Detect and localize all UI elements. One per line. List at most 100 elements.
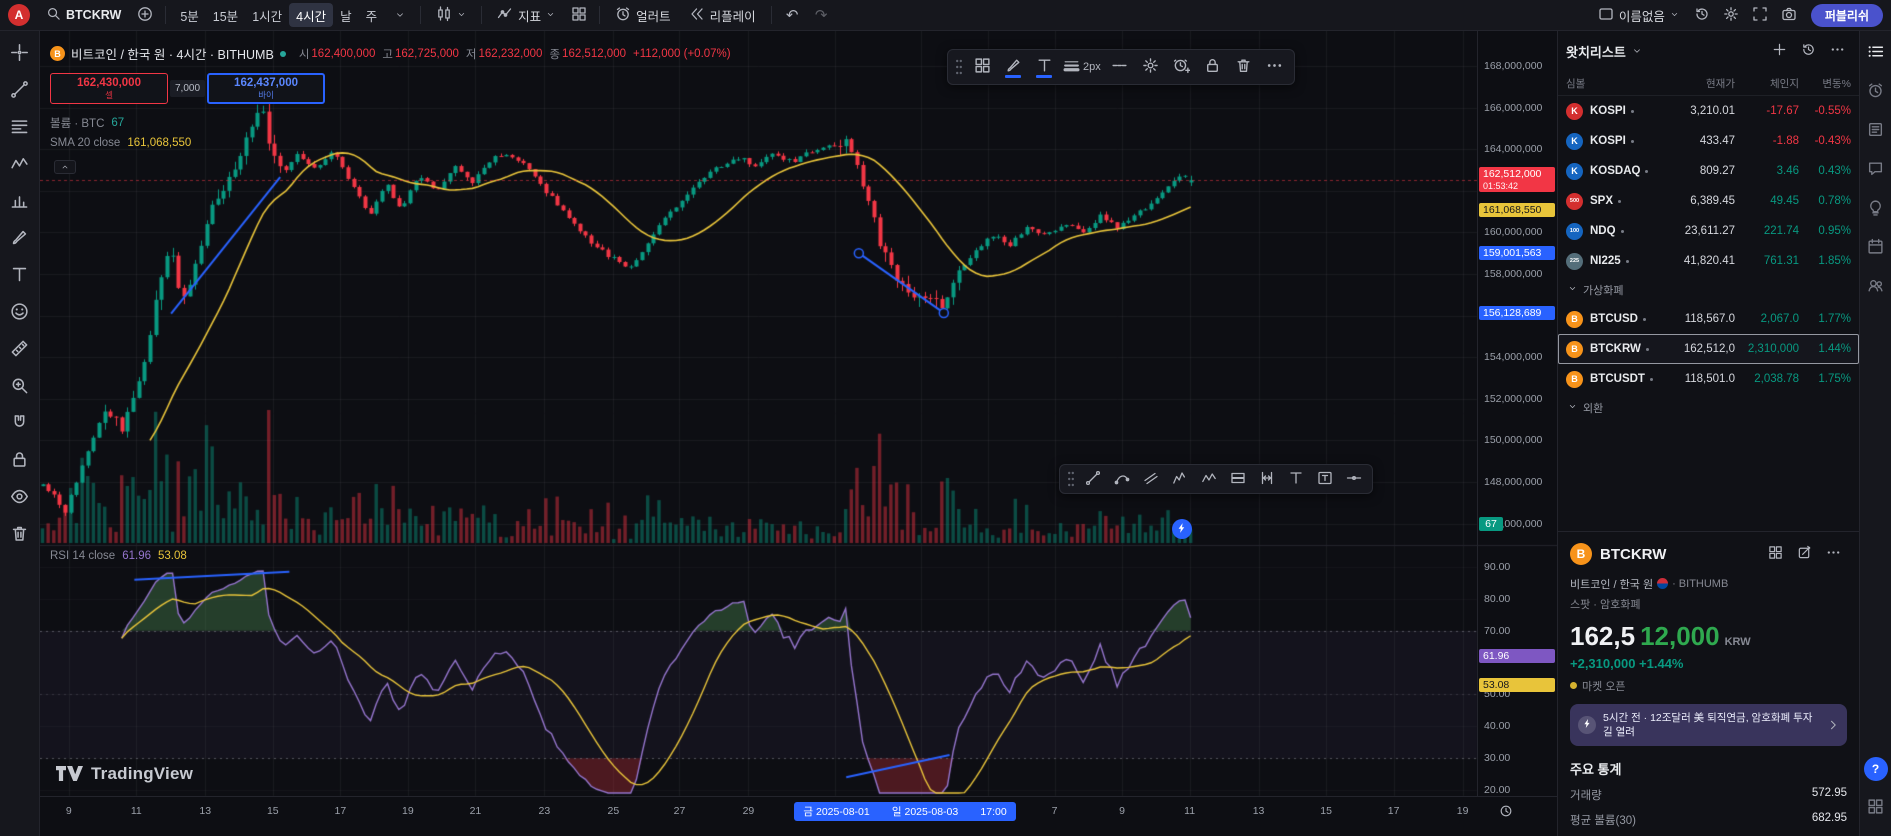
snapshot-button[interactable]: [1776, 3, 1803, 28]
line-style-button[interactable]: [1105, 53, 1135, 81]
buy-button[interactable]: 162,437,000 바이: [207, 73, 326, 104]
watchlist-tab[interactable]: [1864, 41, 1888, 65]
parallel-channel-button[interactable]: [1137, 467, 1165, 491]
watchlist-title-button[interactable]: 왓치리스트: [1566, 42, 1642, 61]
ideas-tab[interactable]: [1864, 197, 1888, 221]
tradingview-logo[interactable]: TradingView: [56, 764, 193, 784]
watchlist-row-BTCUSDT[interactable]: B BTCUSDT 118,501.0 2,038.78 1.75%: [1558, 364, 1859, 394]
text-color-button[interactable]: [1029, 53, 1059, 81]
line-width-button[interactable]: 2px: [1060, 53, 1104, 81]
curve-button[interactable]: [1108, 467, 1136, 491]
price-axis[interactable]: 168,000,000 166,000,000 164,000,000 160,000…: [1477, 31, 1557, 796]
lightning-boost-button[interactable]: [1172, 519, 1192, 539]
interval-dropdown-button[interactable]: [386, 3, 413, 28]
watchlist-row-SPX[interactable]: 500 SPX 6,389.45 49.45 0.78%: [1558, 186, 1859, 216]
calendar-tab[interactable]: [1864, 236, 1888, 260]
symbol-legend[interactable]: B 비트코인 / 한국 원 · 4시간 · BITHUMB 시 162,400,0…: [50, 44, 731, 63]
add-symbol-button[interactable]: [1766, 39, 1793, 64]
add-alert-button[interactable]: [1167, 53, 1197, 81]
remove-all-drawings-button[interactable]: [5, 520, 35, 550]
alert-button[interactable]: 얼러트: [607, 3, 679, 28]
compare-add-button[interactable]: [131, 3, 158, 28]
timezone-clock-button[interactable]: [1499, 804, 1513, 821]
lock-drawing-button[interactable]: [1198, 53, 1228, 81]
watchlist-row-BTCUSD[interactable]: B BTCUSD 118,567.0 2,067.0 1.77%: [1558, 304, 1859, 334]
fullscreen-button[interactable]: [1747, 3, 1774, 28]
chat-tab[interactable]: [1864, 158, 1888, 182]
drag-handle[interactable]: [1064, 470, 1078, 488]
redo-button[interactable]: ↷: [808, 3, 835, 28]
forecast-tool-button[interactable]: [5, 187, 35, 217]
zoom-tool-button[interactable]: [5, 372, 35, 402]
xabcd-pattern-button[interactable]: [1195, 467, 1223, 491]
time-axis[interactable]: 9 11 13 15 17 19 21 23 25 27 29 7 9 11 13 15 17 19 금 2025-…: [40, 796, 1557, 836]
date-range-button[interactable]: [1253, 467, 1281, 491]
long-position-button[interactable]: [1224, 467, 1252, 491]
watchlist-section-외환[interactable]: 외환: [1558, 394, 1859, 422]
layout-select-button[interactable]: 이름없음: [1590, 3, 1687, 28]
watchlist-section-가상화폐[interactable]: 가상화폐: [1558, 276, 1859, 304]
undo-button[interactable]: ↶: [779, 3, 806, 28]
interval-1h-button[interactable]: 1시간: [245, 3, 289, 27]
publish-button[interactable]: 퍼블리쉬: [1810, 3, 1883, 27]
watchlist-history-button[interactable]: [1795, 39, 1822, 64]
elliott-impulse-button[interactable]: [1166, 467, 1194, 491]
symbol-search-button[interactable]: BTCKRW: [38, 3, 129, 28]
settings-button[interactable]: [1718, 3, 1745, 28]
watchlist-more-button[interactable]: [1824, 39, 1851, 64]
indicator-templates-button[interactable]: [565, 3, 592, 28]
crosshair-tool-button[interactable]: [5, 39, 35, 69]
interval-4h-button[interactable]: 4시간: [289, 3, 334, 27]
measure-tool-button[interactable]: [5, 335, 35, 365]
watchlist-row-KOSPI[interactable]: K KOSPI 433.47 -1.88 -0.43%: [1558, 126, 1859, 156]
hide-all-drawings-button[interactable]: [5, 483, 35, 513]
apps-button[interactable]: [1864, 796, 1888, 820]
watchlist-row-NI225[interactable]: 225 NI225 41,820.41 761.31 1.85%: [1558, 246, 1859, 276]
watchlist-row-NDQ[interactable]: 100 NDQ 23,611.27 221.74 0.95%: [1558, 216, 1859, 246]
text-tool-button[interactable]: [5, 261, 35, 291]
quick-search-button[interactable]: [1689, 3, 1716, 28]
drawing-settings-button[interactable]: [1136, 53, 1166, 81]
volume-legend[interactable]: 볼륨 · BTC 67: [50, 117, 125, 130]
pattern-tool-button[interactable]: [5, 150, 35, 180]
interval-1d-button[interactable]: 날: [333, 3, 359, 27]
line-color-button[interactable]: [998, 53, 1028, 81]
fib-retracement-tool-button[interactable]: [5, 113, 35, 143]
user-avatar[interactable]: A: [8, 4, 30, 26]
magnet-mode-button[interactable]: [5, 409, 35, 439]
interval-15m-button[interactable]: 15분: [206, 3, 245, 27]
candlestick-chart-canvas[interactable]: [40, 31, 1557, 836]
chart-type-button[interactable]: [428, 3, 474, 28]
sell-button[interactable]: 162,430,000 셀: [50, 73, 168, 104]
indicators-button[interactable]: 지표: [489, 3, 563, 28]
delete-drawing-button[interactable]: [1229, 53, 1259, 81]
emoji-tool-button[interactable]: [5, 298, 35, 328]
replay-button[interactable]: 리플레이: [681, 3, 764, 28]
style-template-button[interactable]: [967, 53, 997, 81]
anchored-text-button[interactable]: [1311, 467, 1339, 491]
interval-1w-button[interactable]: 주: [359, 3, 385, 27]
horizontal-line-button[interactable]: [1340, 467, 1368, 491]
text-button[interactable]: [1282, 467, 1310, 491]
news-tab[interactable]: [1864, 119, 1888, 143]
detail-layout-button[interactable]: [1762, 542, 1789, 567]
detail-compose-button[interactable]: [1791, 542, 1818, 567]
more-options-button[interactable]: [1260, 53, 1290, 81]
trend-line-tool-button[interactable]: [5, 76, 35, 106]
community-tab[interactable]: [1864, 275, 1888, 299]
watchlist-row-KOSDAQ[interactable]: K KOSDAQ 809.27 3.46 0.43%: [1558, 156, 1859, 186]
collapse-pane-button[interactable]: [54, 160, 76, 174]
news-banner[interactable]: 5시간 전 · 12조달러 美 퇴직연금, 암호화폐 투자 길 열려: [1570, 703, 1847, 746]
detail-more-button[interactable]: [1820, 542, 1847, 567]
lock-all-drawings-button[interactable]: [5, 446, 35, 476]
brush-tool-button[interactable]: [5, 224, 35, 254]
trend-line-button[interactable]: [1079, 467, 1107, 491]
watchlist-row-KOSPI[interactable]: K KOSPI 3,210.01 -17.67 -0.55%: [1558, 96, 1859, 126]
sma-legend[interactable]: SMA 20 close 161,068,550: [50, 137, 192, 149]
rsi-legend[interactable]: RSI 14 close 61.96 53.08: [50, 550, 187, 562]
drag-handle[interactable]: [952, 58, 966, 76]
alerts-tab[interactable]: [1864, 80, 1888, 104]
watchlist-column-headers[interactable]: 심볼 현재가 체인지 변동%: [1558, 71, 1859, 96]
interval-5m-button[interactable]: 5분: [173, 3, 205, 27]
watchlist-row-BTCKRW[interactable]: B BTCKRW 162,512,0 2,310,000 1.44%: [1558, 334, 1859, 364]
